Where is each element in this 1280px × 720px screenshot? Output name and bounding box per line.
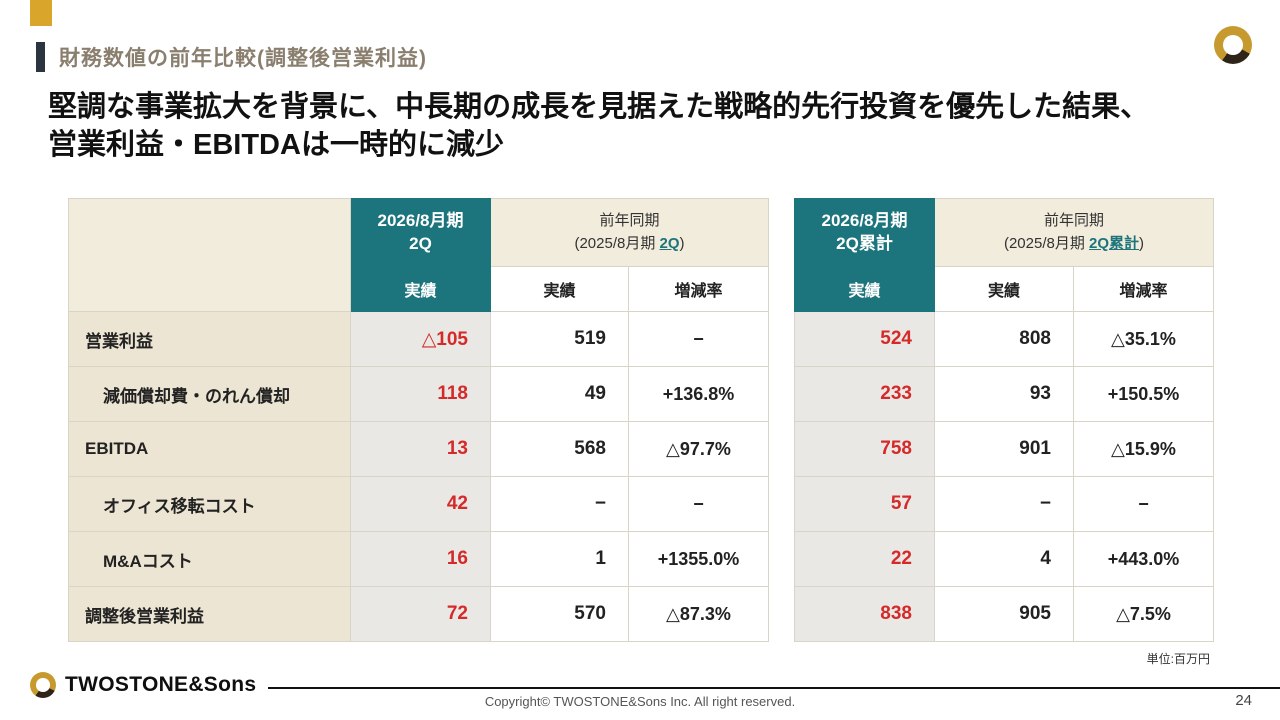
subheader-current-actual: 実績 <box>794 266 935 312</box>
unit-note: 単位:百万円 <box>1146 652 1210 666</box>
label-column-header <box>68 198 351 312</box>
current-period-header: 2026/8月期 2Q <box>350 198 491 267</box>
subheader-change-rate: 増減率 <box>628 266 769 312</box>
headline-line-2: 営業利益・EBITDAは一時的に減少 <box>48 129 504 162</box>
change-value: △87.3% <box>628 586 769 642</box>
row-label: 営業利益 <box>68 311 351 367</box>
table-row: 57 − − <box>794 476 1214 532</box>
table-row: 233 93 +150.5% <box>794 366 1214 422</box>
prior-period-suffix: ) <box>679 234 685 252</box>
table-row: 調整後営業利益 72 570 △87.3% <box>68 586 769 642</box>
prior-period-line1: 前年同期 <box>1043 212 1104 229</box>
prior-value: 568 <box>490 421 629 477</box>
footer-brand: TWOSTONE&Sons <box>30 672 256 698</box>
footer-divider <box>268 687 1280 689</box>
prior-period-suffix: ) <box>1139 234 1145 252</box>
prior-value: 808 <box>934 311 1074 367</box>
current-value: 838 <box>794 586 935 642</box>
current-period-line1: 2026/8月期 <box>821 210 908 230</box>
current-value: 16 <box>350 531 491 587</box>
change-value: − <box>628 476 769 532</box>
table-row: EBITDA 13 568 △97.7% <box>68 421 769 477</box>
current-value: 13 <box>350 421 491 477</box>
prior-period-prefix: (2025/8月期 <box>574 234 660 252</box>
change-value: △7.5% <box>1073 586 1214 642</box>
comparison-tables: 2026/8月期 2Q 前年同期 (2025/8月期 2Q) 実績 実績 増減率… <box>68 198 1214 642</box>
current-value: 233 <box>794 366 935 422</box>
current-period-line2: 2Q累計 <box>836 233 893 253</box>
slide-header: 財務数値の前年比較(調整後営業利益) <box>36 42 427 72</box>
prior-value: 93 <box>934 366 1074 422</box>
table-row: オフィス移転コスト 42 − − <box>68 476 769 532</box>
current-period-line2: 2Q <box>409 233 432 253</box>
change-value: − <box>628 311 769 367</box>
cumulative-table: 2026/8月期 2Q累計 前年同期 (2025/8月期 2Q累計) 実績 実績… <box>794 198 1214 642</box>
prior-period-header: 前年同期 (2025/8月期 2Q) <box>490 198 769 267</box>
title-accent-bar <box>36 42 45 72</box>
current-value: △105 <box>350 311 491 367</box>
row-label: 調整後営業利益 <box>68 586 351 642</box>
prior-value: 49 <box>490 366 629 422</box>
change-value: △35.1% <box>1073 311 1214 367</box>
table-row: 22 4 +443.0% <box>794 531 1214 587</box>
change-value: +1355.0% <box>628 531 769 587</box>
quarter-table: 2026/8月期 2Q 前年同期 (2025/8月期 2Q) 実績 実績 増減率… <box>68 198 769 642</box>
brand-name: TWOSTONE&Sons <box>65 673 257 696</box>
prior-period-header: 前年同期 (2025/8月期 2Q累計) <box>934 198 1214 267</box>
change-value: − <box>1073 476 1214 532</box>
prior-value: 901 <box>934 421 1074 477</box>
prior-value: − <box>934 476 1074 532</box>
company-logo-icon <box>1214 26 1252 64</box>
prior-value: − <box>490 476 629 532</box>
change-value: +150.5% <box>1073 366 1214 422</box>
change-value: +136.8% <box>628 366 769 422</box>
prior-period-line1: 前年同期 <box>599 212 660 229</box>
row-label: 減価償却費・のれん償却 <box>68 366 351 422</box>
subheader-prior-actual: 実績 <box>490 266 629 312</box>
change-value: △15.9% <box>1073 421 1214 477</box>
row-label: オフィス移転コスト <box>68 476 351 532</box>
table-row: 営業利益 △105 519 − <box>68 311 769 367</box>
table-row: 524 808 △35.1% <box>794 311 1214 367</box>
subheader-prior-actual: 実績 <box>934 266 1074 312</box>
table-row: M&Aコスト 16 1 +1355.0% <box>68 531 769 587</box>
table-row: 838 905 △7.5% <box>794 586 1214 642</box>
slide-accent-tab <box>30 0 52 26</box>
prior-period-prefix: (2025/8月期 <box>1003 234 1090 252</box>
headline-line-1: 堅調な事業拡大を背景に、中長期の成長を見据えた戦略的先行投資を優先した結果、 <box>48 91 1150 123</box>
table-row: 758 901 △15.9% <box>794 421 1214 477</box>
company-logo-icon <box>30 672 56 698</box>
current-value: 758 <box>794 421 935 477</box>
slide-headline: 堅調な事業拡大を背景に、中長期の成長を見据えた戦略的先行投資を優先した結果、 営… <box>48 88 1258 165</box>
prior-period-link[interactable]: 2Q累計 <box>1089 234 1140 252</box>
current-value: 118 <box>350 366 491 422</box>
change-value: △97.7% <box>628 421 769 477</box>
current-value: 42 <box>350 476 491 532</box>
row-label: M&Aコスト <box>68 531 351 587</box>
prior-period-line2: (2025/8月期 2Q) <box>492 233 768 256</box>
copyright-text: Copyright© TWOSTONE&Sons Inc. All right … <box>484 694 796 709</box>
current-value: 524 <box>794 311 935 367</box>
change-value: +443.0% <box>1073 531 1214 587</box>
current-value: 72 <box>350 586 491 642</box>
prior-value: 570 <box>490 586 629 642</box>
prior-value: 519 <box>490 311 629 367</box>
prior-value: 905 <box>934 586 1074 642</box>
subheader-current-actual: 実績 <box>350 266 491 312</box>
subheader-change-rate: 増減率 <box>1073 266 1214 312</box>
current-period-line1: 2026/8月期 <box>377 210 464 230</box>
prior-period-link[interactable]: 2Q <box>659 234 680 252</box>
page-number: 24 <box>1235 692 1252 709</box>
current-period-header: 2026/8月期 2Q累計 <box>794 198 935 267</box>
current-value: 22 <box>794 531 935 587</box>
table-row: 減価償却費・のれん償却 118 49 +136.8% <box>68 366 769 422</box>
prior-period-line2: (2025/8月期 2Q累計) <box>936 233 1213 256</box>
row-label: EBITDA <box>68 421 351 477</box>
slide-title: 財務数値の前年比較(調整後営業利益) <box>59 47 427 70</box>
prior-value: 4 <box>934 531 1074 587</box>
current-value: 57 <box>794 476 935 532</box>
prior-value: 1 <box>490 531 629 587</box>
